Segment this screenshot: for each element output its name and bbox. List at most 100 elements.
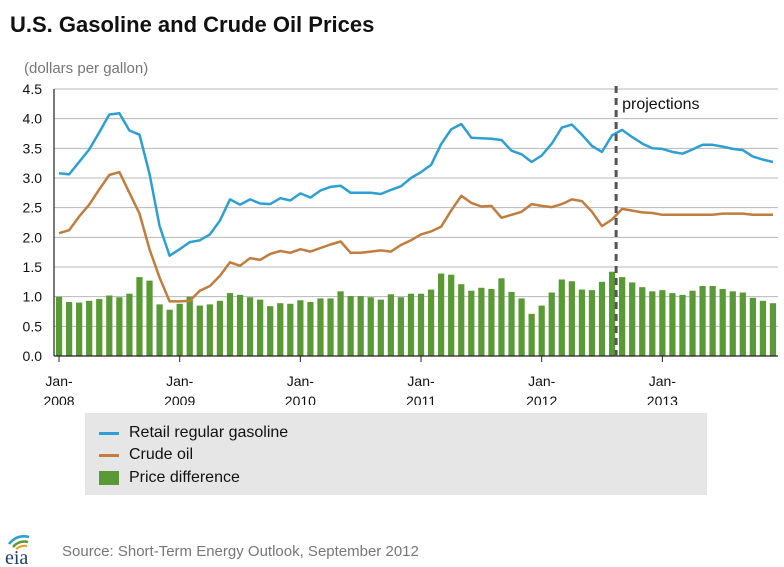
difference-bar xyxy=(387,294,394,356)
difference-bar xyxy=(166,309,173,356)
x-tick-label: Jan- xyxy=(287,373,315,389)
difference-bar xyxy=(116,297,123,356)
legend: Retail regular gasoline Crude oil Price … xyxy=(85,413,707,495)
difference-bar xyxy=(327,298,334,356)
difference-bar xyxy=(186,296,193,356)
x-tick-label: 2012 xyxy=(526,393,557,405)
price-lines xyxy=(58,112,774,303)
difference-bar xyxy=(277,303,284,356)
legend-swatch-gasoline xyxy=(99,431,119,435)
gridlines xyxy=(54,88,778,327)
legend-item-gasoline: Retail regular gasoline xyxy=(99,422,288,444)
difference-bar xyxy=(538,305,545,356)
difference-bar xyxy=(759,300,767,356)
difference-bar xyxy=(417,293,425,356)
x-tick-label: 2009 xyxy=(164,393,195,405)
difference-bar xyxy=(76,302,83,356)
difference-bar xyxy=(448,274,455,356)
y-tick-label: 3.5 xyxy=(23,140,43,156)
difference-bar xyxy=(608,271,616,356)
difference-bar xyxy=(578,289,586,356)
difference-bar xyxy=(246,297,254,356)
legend-swatch-difference xyxy=(99,471,119,485)
y-tick-label: 1.0 xyxy=(23,289,43,305)
difference-bar xyxy=(317,298,324,356)
x-tick-label: Jan- xyxy=(649,373,677,389)
y-tick-label: 4.0 xyxy=(23,111,43,127)
y-tick-label: 0.5 xyxy=(23,318,43,334)
chart-plot: (dollars per gallon) 0.0 0.5 1.0 1.5 2.0 2.5 3… xyxy=(23,60,778,405)
difference-bar xyxy=(659,290,666,356)
difference-bar xyxy=(498,278,505,356)
eia-logo: eia xyxy=(5,535,30,566)
difference-bar xyxy=(106,295,113,356)
difference-bar xyxy=(518,298,525,356)
y-tick-label: 2.0 xyxy=(23,229,43,245)
x-tick-label: Jan- xyxy=(166,373,194,389)
difference-bar xyxy=(65,302,73,356)
difference-bar xyxy=(136,277,143,356)
difference-bar xyxy=(689,290,696,356)
difference-bar xyxy=(548,292,555,356)
difference-bars xyxy=(55,271,777,356)
difference-bar xyxy=(719,288,726,356)
difference-bar xyxy=(508,291,515,356)
x-axis-ticks: Jan- 2008 Jan- 2009 Jan- 2010 Jan- 2011 Jan- 2012… xyxy=(43,356,678,405)
difference-bar xyxy=(568,281,575,356)
difference-bar xyxy=(488,288,495,356)
difference-bar xyxy=(749,297,756,356)
difference-bar xyxy=(649,291,656,356)
difference-bar xyxy=(257,299,264,356)
difference-bar xyxy=(619,277,626,356)
difference-bar xyxy=(156,304,163,356)
difference-bar xyxy=(337,291,344,356)
y-tick-label: 1.5 xyxy=(23,259,43,275)
difference-bar xyxy=(588,290,596,356)
x-axis xyxy=(53,89,778,357)
difference-bar xyxy=(639,287,646,356)
difference-bar xyxy=(146,280,153,356)
difference-bar xyxy=(86,300,93,356)
y-tick-label: 3.0 xyxy=(23,170,43,186)
chart-title: U.S. Gasoline and Crude Oil Prices xyxy=(10,12,375,37)
difference-bar xyxy=(468,290,475,356)
x-tick-label: 2013 xyxy=(647,393,678,405)
y-unit-label: (dollars per gallon) xyxy=(24,60,148,77)
eia-logo-text: eia xyxy=(5,547,28,566)
difference-bar xyxy=(427,289,435,356)
y-tick-label: 0.0 xyxy=(23,348,43,364)
difference-bar xyxy=(377,299,384,356)
y-tick-label: 4.5 xyxy=(23,81,43,97)
difference-bar xyxy=(96,299,103,356)
difference-bar xyxy=(669,293,676,356)
legend-label-difference: Price difference xyxy=(129,469,240,486)
legend-label-gasoline: Retail regular gasoline xyxy=(129,424,289,441)
source-note: Source: Short-Term Energy Outlook, Septe… xyxy=(62,543,419,560)
difference-bar xyxy=(699,285,706,356)
gasoline-line xyxy=(58,112,774,257)
y-axis-ticks: 0.0 0.5 1.0 1.5 2.0 2.5 3.0 3.5 4.0 4.5 xyxy=(23,81,43,364)
difference-bar xyxy=(216,300,224,356)
difference-bar xyxy=(357,296,364,356)
x-tick-label: 2010 xyxy=(285,393,316,405)
x-tick-label: 2008 xyxy=(43,393,74,405)
projection-label: projections xyxy=(622,96,699,113)
difference-bar xyxy=(196,305,203,356)
x-tick-label: Jan- xyxy=(528,373,556,389)
x-tick-label: Jan- xyxy=(407,373,435,389)
x-tick-label: 2011 xyxy=(406,393,436,405)
difference-bar xyxy=(267,306,274,356)
difference-bar xyxy=(558,279,565,356)
difference-bar xyxy=(528,313,535,356)
difference-bar xyxy=(438,273,445,356)
difference-bar xyxy=(176,303,183,356)
legend-item-difference: Price difference xyxy=(99,467,240,489)
difference-bar xyxy=(126,293,133,356)
difference-bar xyxy=(709,285,716,356)
difference-bar xyxy=(598,281,606,356)
difference-bar xyxy=(367,297,374,356)
difference-bar xyxy=(287,303,294,356)
difference-bar xyxy=(407,293,415,356)
legend-label-crude: Crude oil xyxy=(129,446,194,463)
difference-bar xyxy=(478,287,485,356)
